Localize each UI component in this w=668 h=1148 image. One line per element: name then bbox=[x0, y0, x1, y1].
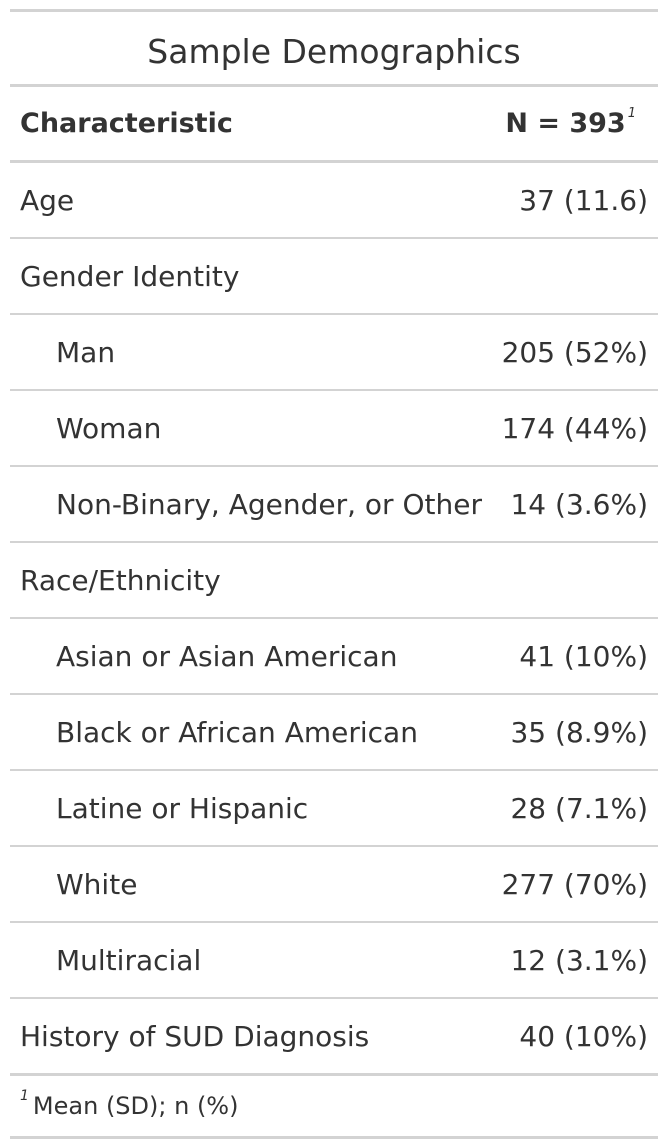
header-n: N = 393 1 bbox=[498, 106, 658, 139]
row-label: History of SUD Diagnosis bbox=[20, 1019, 370, 1053]
row-value: 14 (3.6%) bbox=[510, 487, 648, 521]
table-row: Black or African American 35 (8.9%) bbox=[10, 695, 658, 771]
row-value: 35 (8.9%) bbox=[510, 715, 648, 749]
row-label: Race/Ethnicity bbox=[20, 563, 221, 597]
row-value: 174 (44%) bbox=[501, 411, 648, 445]
table-row: Multiracial 12 (3.1%) bbox=[10, 923, 658, 999]
row-label: Black or African American bbox=[56, 715, 418, 749]
footnote-mark: 1 bbox=[20, 1088, 29, 1104]
row-label: Man bbox=[56, 335, 116, 369]
table-row: Race/Ethnicity bbox=[10, 543, 658, 619]
row-value: 12 (3.1%) bbox=[510, 943, 648, 977]
table-row: History of SUD Diagnosis 40 (10%) bbox=[10, 999, 658, 1076]
table-row: Gender Identity bbox=[10, 239, 658, 315]
table-row: Age 37 (11.6) bbox=[10, 163, 658, 239]
row-value: 205 (52%) bbox=[501, 335, 648, 369]
header-footnote-mark: 1 bbox=[627, 106, 636, 121]
table-row: Non-Binary, Agender, or Other 14 (3.6%) bbox=[10, 467, 658, 543]
table-title: Sample Demographics bbox=[147, 32, 521, 71]
footnote-text: Mean (SD); n (%) bbox=[32, 1092, 239, 1120]
row-value: 28 (7.1%) bbox=[510, 791, 648, 825]
table-header: Characteristic N = 393 1 bbox=[10, 87, 658, 163]
table-body: Age 37 (11.6) Gender Identity Man 205 (52%) W… bbox=[10, 163, 658, 1076]
row-label: Asian or Asian American bbox=[56, 639, 398, 673]
row-label: Multiracial bbox=[56, 943, 202, 977]
table-row: Man 205 (52%) bbox=[10, 315, 658, 391]
row-label: Latine or Hispanic bbox=[56, 791, 309, 825]
row-value: 37 (11.6) bbox=[519, 183, 648, 217]
title-rule bbox=[10, 84, 658, 87]
table-row: Woman 174 (44%) bbox=[10, 391, 658, 467]
row-label: Gender Identity bbox=[20, 259, 240, 293]
row-value: 41 (10%) bbox=[519, 639, 648, 673]
table-footnote: 1 Mean (SD); n (%) bbox=[10, 1076, 658, 1139]
table-row: Latine or Hispanic 28 (7.1%) bbox=[10, 771, 658, 847]
demographics-table: Sample Demographics Characteristic N = 3… bbox=[10, 9, 658, 1139]
row-label: Age bbox=[20, 183, 75, 217]
row-value: 277 (70%) bbox=[501, 867, 648, 901]
table-row: White 277 (70%) bbox=[10, 847, 658, 923]
top-rule bbox=[10, 9, 658, 12]
row-value: 40 (10%) bbox=[519, 1019, 648, 1053]
header-characteristic: Characteristic bbox=[20, 108, 233, 139]
row-label: Non-Binary, Agender, or Other bbox=[56, 487, 482, 521]
row-label: White bbox=[56, 867, 138, 901]
row-label: Woman bbox=[56, 411, 162, 445]
table-row: Asian or Asian American 41 (10%) bbox=[10, 619, 658, 695]
header-n-label: N = 393 bbox=[505, 108, 626, 139]
